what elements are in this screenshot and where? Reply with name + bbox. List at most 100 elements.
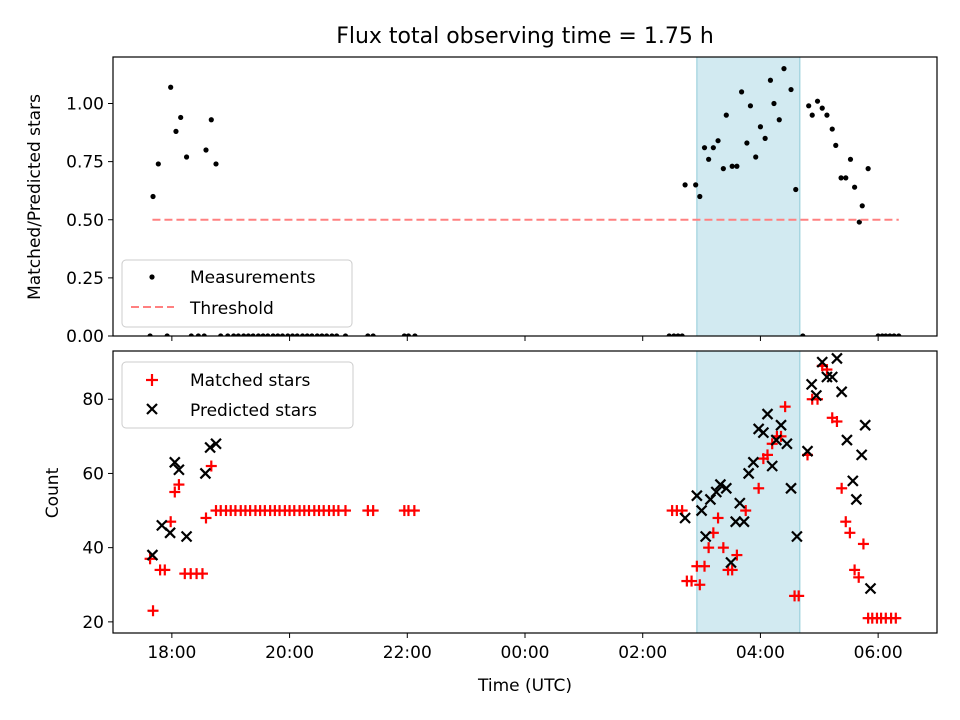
ratio-panel: 0.00 0.25 0.50 0.75 1.00 Matched/Predicted s… bbox=[25, 56, 938, 347]
measurement-point bbox=[265, 333, 271, 336]
predicted-star-point bbox=[210, 437, 222, 450]
measurement-point bbox=[838, 175, 844, 181]
measurement-point bbox=[701, 145, 708, 151]
legend-label-threshold: Threshold bbox=[189, 299, 274, 319]
matched-star-point bbox=[793, 590, 805, 602]
measurement-point bbox=[723, 112, 729, 118]
matched-star-point bbox=[890, 612, 902, 624]
measurement-point bbox=[806, 103, 812, 109]
predicted-star-point bbox=[747, 456, 760, 469]
legend-marker-matched bbox=[146, 374, 158, 386]
measurement-point bbox=[852, 184, 858, 190]
measurement-point bbox=[147, 333, 153, 336]
measurement-point bbox=[299, 333, 306, 336]
matched-star-point bbox=[339, 505, 351, 517]
ratio-legend-box bbox=[121, 259, 353, 328]
measurement-point bbox=[370, 333, 376, 336]
measurement-point bbox=[720, 166, 726, 172]
predicted-star-point bbox=[859, 419, 871, 431]
matched-star-point bbox=[367, 505, 379, 517]
measurement-point bbox=[682, 182, 688, 188]
x-tick-label: 00:00 bbox=[501, 643, 550, 663]
ratio-legend: Measurements Threshold bbox=[121, 259, 353, 328]
chart-title: Flux total observing time = 1.75 h bbox=[336, 24, 714, 49]
predicted-star-point bbox=[691, 489, 703, 502]
matched-star-point bbox=[699, 560, 711, 572]
matched-star-point bbox=[159, 564, 171, 576]
measurement-point bbox=[776, 117, 782, 123]
measurement-point bbox=[203, 147, 209, 153]
count-y-tick-label: 40 bbox=[82, 539, 104, 559]
matched-star-point bbox=[408, 505, 420, 517]
measurement-point bbox=[241, 333, 247, 336]
measurement-point bbox=[859, 203, 865, 209]
predicted-star-point bbox=[775, 419, 787, 431]
matched-star-point bbox=[200, 512, 212, 524]
predicted-star-point bbox=[146, 549, 159, 561]
measurement-point bbox=[245, 333, 251, 336]
predicted-star-point bbox=[742, 467, 755, 480]
measurement-point bbox=[738, 89, 745, 95]
predicted-star-point bbox=[770, 434, 783, 446]
count-legend: Matched stars Predicted stars bbox=[121, 361, 354, 429]
predicted-star-point bbox=[699, 530, 712, 543]
matched-star-point bbox=[836, 482, 848, 494]
x-tick-label: 06:00 bbox=[854, 643, 903, 663]
measurement-point bbox=[289, 333, 296, 336]
matched-star-point bbox=[703, 542, 715, 554]
measurement-point bbox=[319, 333, 325, 336]
measurement-point bbox=[231, 333, 237, 336]
measurement-point bbox=[847, 156, 854, 162]
matched-star-point bbox=[853, 571, 865, 583]
measurement-point bbox=[896, 333, 902, 336]
measurement-point bbox=[208, 117, 214, 123]
measurement-point bbox=[829, 126, 835, 132]
legend-marker-predicted bbox=[146, 403, 158, 415]
matched-star-point bbox=[761, 449, 773, 461]
predicted-star-point bbox=[695, 504, 708, 517]
x-tick-label: 20:00 bbox=[265, 643, 314, 663]
predicted-star-point bbox=[831, 352, 843, 365]
measurement-point bbox=[188, 333, 194, 336]
matched-star-point bbox=[849, 564, 861, 576]
measurement-point bbox=[304, 333, 310, 336]
ratio-y-axis-label: Matched/Predicted stars bbox=[25, 94, 45, 300]
measurement-point bbox=[814, 98, 821, 104]
measurement-point bbox=[218, 333, 224, 336]
matched-star-point bbox=[205, 460, 217, 472]
count-y-tick-label: 20 bbox=[82, 613, 104, 633]
predicted-star-point bbox=[199, 467, 212, 480]
measurement-point bbox=[891, 333, 897, 336]
measurement-point bbox=[225, 333, 231, 336]
measurement-point bbox=[767, 77, 774, 83]
matched-star-point bbox=[169, 486, 181, 498]
measurement-point bbox=[294, 333, 300, 336]
measurement-point bbox=[781, 66, 787, 72]
measurement-point bbox=[762, 135, 768, 141]
predicted-star-point bbox=[810, 389, 823, 402]
measurement-point bbox=[314, 333, 320, 336]
x-tick-label: 22:00 bbox=[383, 643, 432, 663]
predicted-star-point bbox=[781, 437, 793, 450]
matched-star-point bbox=[840, 516, 852, 528]
legend-label-measurements: Measurements bbox=[190, 268, 316, 288]
matched-star-point bbox=[740, 505, 752, 517]
measurement-point bbox=[744, 140, 750, 146]
measurement-point bbox=[824, 112, 830, 118]
measurement-point bbox=[235, 333, 241, 336]
matched-star-point bbox=[753, 482, 765, 494]
measurement-point bbox=[150, 193, 156, 200]
measurement-point bbox=[833, 142, 839, 148]
matched-star-point bbox=[712, 512, 724, 524]
measurement-point bbox=[771, 100, 777, 107]
legend-label-predicted: Predicted stars bbox=[190, 401, 317, 421]
matched-star-point bbox=[844, 527, 856, 539]
measurement-point bbox=[679, 333, 685, 336]
measurement-point bbox=[275, 333, 281, 336]
measurement-point bbox=[800, 333, 806, 336]
matched-star-point bbox=[779, 401, 791, 413]
measurement-point bbox=[279, 333, 286, 336]
count-y-tick-label: 80 bbox=[82, 390, 104, 410]
count-y-axis-label: Count bbox=[43, 467, 63, 518]
measurement-point bbox=[666, 333, 672, 336]
